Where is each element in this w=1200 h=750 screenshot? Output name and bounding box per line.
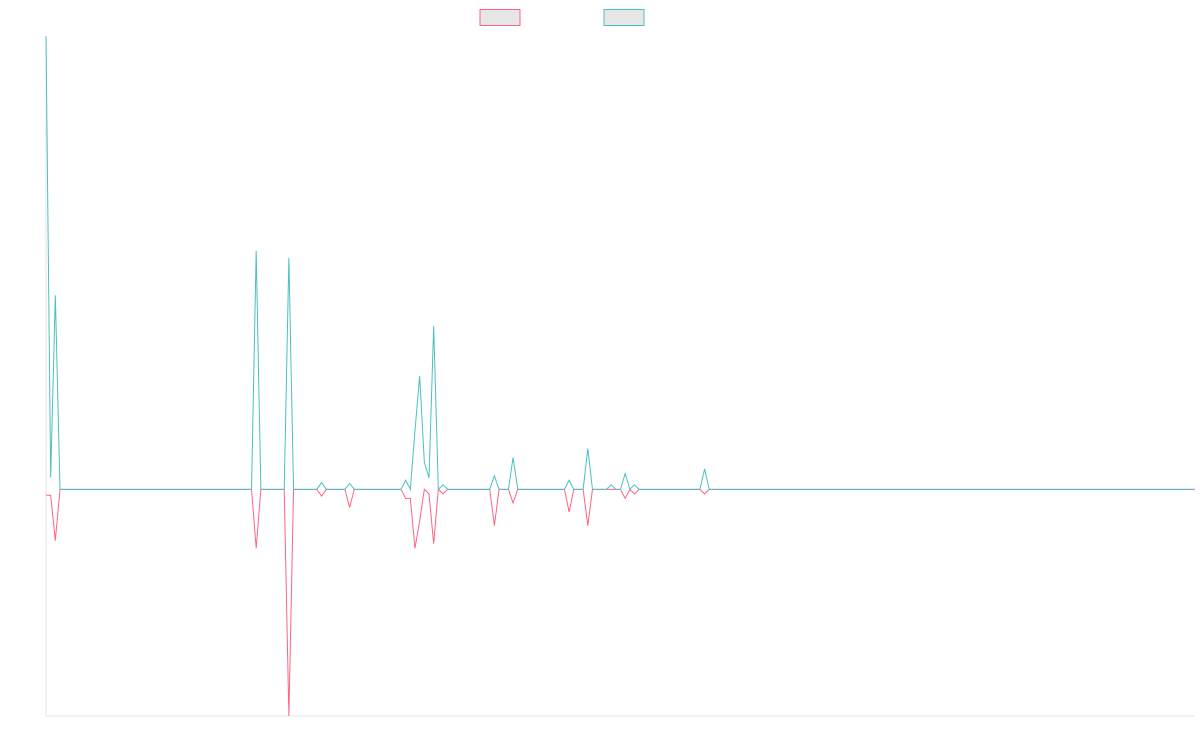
legend-swatch[interactable] [603, 9, 645, 26]
line [46, 488, 1195, 717]
legend-swatch[interactable] [479, 9, 521, 26]
line [45, 35, 1195, 492]
